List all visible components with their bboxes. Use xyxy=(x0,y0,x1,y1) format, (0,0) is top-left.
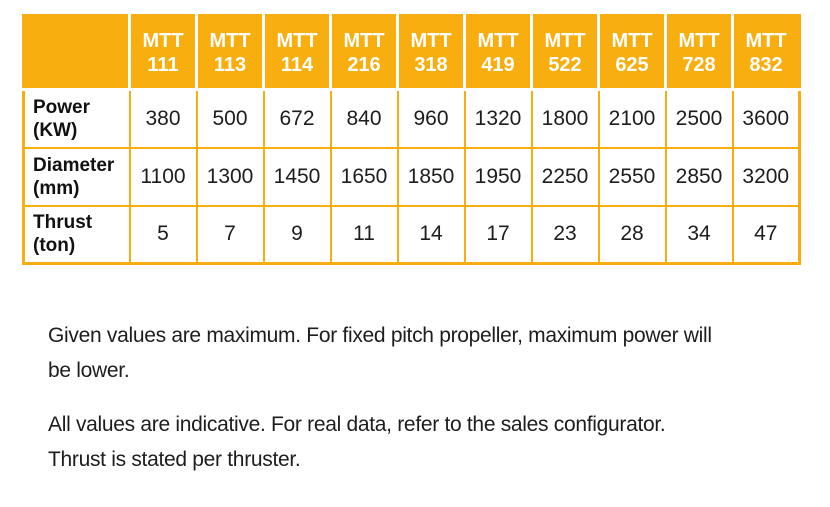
table-cell: 1850 xyxy=(396,146,466,207)
row-header-diameter: Diameter (mm) xyxy=(22,146,131,207)
table-cell: 840 xyxy=(329,88,399,149)
table-cell: 2250 xyxy=(530,146,600,207)
table-cell: 2550 xyxy=(597,146,667,207)
table-cell: 500 xyxy=(195,88,265,149)
table-cell: 3200 xyxy=(731,146,801,207)
notes-section: Given values are maximum. For fixed pitc… xyxy=(48,318,808,477)
table-row-thrust: Thrust (ton) 5 7 9 11 14 17 23 28 34 47 xyxy=(22,204,801,265)
table-cell: 9 xyxy=(262,204,332,265)
column-header-mtt-113: MTT 113 xyxy=(195,15,264,91)
row-header-thrust: Thrust (ton) xyxy=(22,204,131,265)
table-row-power: Power (KW) 380 500 672 840 960 1320 1800… xyxy=(22,88,801,149)
table-cell: 23 xyxy=(530,204,600,265)
table-cell: 2500 xyxy=(664,88,734,149)
table-cell: 28 xyxy=(597,204,667,265)
column-header-mtt-114: MTT 114 xyxy=(262,15,331,91)
table-row-diameter: Diameter (mm) 1100 1300 1450 1650 1850 1… xyxy=(22,146,801,207)
table-cell: 3600 xyxy=(731,88,801,149)
row-header-power: Power (KW) xyxy=(22,88,131,149)
column-header-mtt-522: MTT 522 xyxy=(530,15,599,91)
table-cell: 47 xyxy=(731,204,801,265)
table-cell: 1650 xyxy=(329,146,399,207)
column-header-mtt-728: MTT 728 xyxy=(664,15,733,91)
column-header-mtt-625: MTT 625 xyxy=(597,15,666,91)
note-line: All values are indicative. For real data… xyxy=(48,413,666,436)
table-cell: 960 xyxy=(396,88,466,149)
table-cell: 14 xyxy=(396,204,466,265)
table-cell: 672 xyxy=(262,88,332,149)
table-cell: 17 xyxy=(463,204,533,265)
column-header-mtt-216: MTT 216 xyxy=(329,15,398,91)
table-cell: 2100 xyxy=(597,88,667,149)
column-header-mtt-318: MTT 318 xyxy=(396,15,465,91)
table-cell: 34 xyxy=(664,204,734,265)
table-cell: 2850 xyxy=(664,146,734,207)
table-cell: 380 xyxy=(128,88,198,149)
corner-cell xyxy=(23,15,130,91)
note-line: be lower. xyxy=(48,359,130,382)
table-cell: 1320 xyxy=(463,88,533,149)
table-cell: 1450 xyxy=(262,146,332,207)
note-paragraph-max-values: Given values are maximum. For fixed pitc… xyxy=(48,318,808,388)
table-cell: 11 xyxy=(329,204,399,265)
table-cell: 1800 xyxy=(530,88,600,149)
note-line: Given values are maximum. For fixed pitc… xyxy=(48,324,712,347)
note-paragraph-indicative: All values are indicative. For real data… xyxy=(48,407,808,477)
table-cell: 1100 xyxy=(128,146,198,207)
column-header-mtt-419: MTT 419 xyxy=(463,15,532,91)
spec-table: MTT 111 MTT 113 MTT 114 MTT 216 MTT 318 … xyxy=(22,14,801,265)
table-cell: 7 xyxy=(195,204,265,265)
column-header-mtt-832: MTT 832 xyxy=(731,15,800,91)
note-line: Thrust is stated per thruster. xyxy=(48,448,301,471)
table-cell: 1300 xyxy=(195,146,265,207)
column-header-mtt-111: MTT 111 xyxy=(128,15,197,91)
table-cell: 1950 xyxy=(463,146,533,207)
table-cell: 5 xyxy=(128,204,198,265)
header-row: MTT 111 MTT 113 MTT 114 MTT 216 MTT 318 … xyxy=(23,15,800,91)
